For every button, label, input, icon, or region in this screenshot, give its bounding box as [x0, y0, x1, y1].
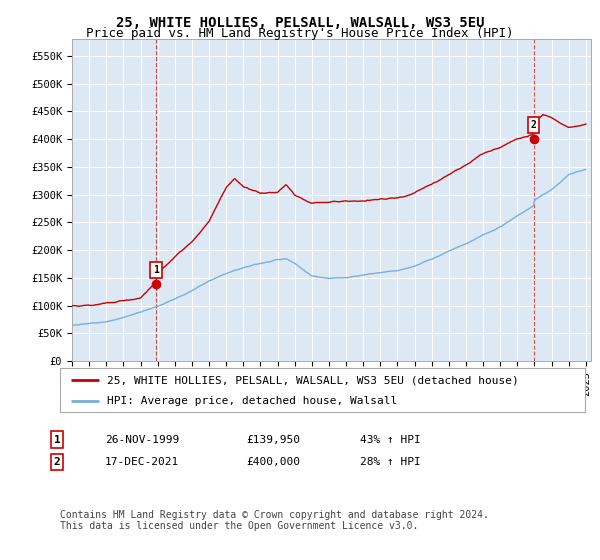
Text: 28% ↑ HPI: 28% ↑ HPI	[360, 457, 421, 467]
Text: £139,950: £139,950	[246, 435, 300, 445]
Text: 43% ↑ HPI: 43% ↑ HPI	[360, 435, 421, 445]
Text: HPI: Average price, detached house, Walsall: HPI: Average price, detached house, Wals…	[107, 396, 398, 405]
Text: £400,000: £400,000	[246, 457, 300, 467]
Text: 17-DEC-2021: 17-DEC-2021	[105, 457, 179, 467]
Text: Contains HM Land Registry data © Crown copyright and database right 2024.
This d: Contains HM Land Registry data © Crown c…	[60, 510, 489, 531]
Text: 1: 1	[53, 435, 61, 445]
Text: 1: 1	[153, 265, 159, 274]
Text: 2: 2	[530, 120, 536, 130]
Text: 26-NOV-1999: 26-NOV-1999	[105, 435, 179, 445]
Text: 2: 2	[53, 457, 61, 467]
Text: 25, WHITE HOLLIES, PELSALL, WALSALL, WS3 5EU: 25, WHITE HOLLIES, PELSALL, WALSALL, WS3…	[116, 16, 484, 30]
Text: Price paid vs. HM Land Registry's House Price Index (HPI): Price paid vs. HM Land Registry's House …	[86, 27, 514, 40]
Text: 25, WHITE HOLLIES, PELSALL, WALSALL, WS3 5EU (detached house): 25, WHITE HOLLIES, PELSALL, WALSALL, WS3…	[107, 375, 519, 385]
